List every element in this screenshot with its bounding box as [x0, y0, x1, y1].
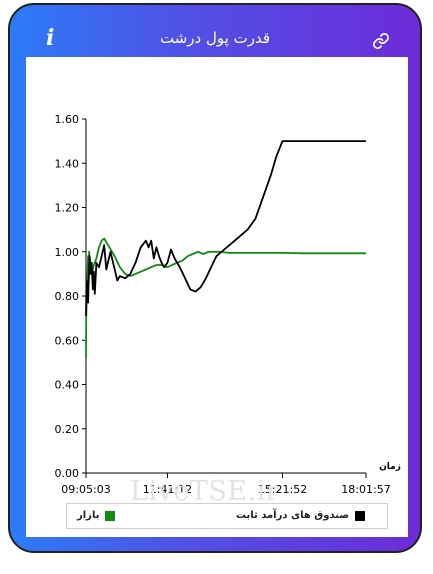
chart-panel: 0.00 0.20 0.40 0.60 0.80 1.00 1.20 1.40 1.60 09:0… [26, 57, 408, 537]
y-tick-label: 0.40 [55, 379, 80, 392]
x-tick-label: 18:01:57 [341, 483, 390, 496]
y-tick-label: 0.60 [55, 334, 80, 347]
link-icon[interactable] [372, 32, 390, 50]
legend-label-fund: صندوق های درآمد ثابت [235, 510, 349, 521]
y-tick-label: 1.00 [55, 246, 80, 259]
legend-swatch-market [105, 510, 116, 521]
chart-legend: صندوق های درآمد ثابت بازار [66, 503, 388, 529]
x-axis-label: زمان [379, 462, 401, 472]
x-tick-label: 11:41:12 [143, 483, 192, 496]
series-line-market [85, 237, 366, 358]
chart: 0.00 0.20 0.40 0.60 0.80 1.00 1.20 1.40 1.60 09:0… [55, 113, 401, 496]
legend-item-market[interactable]: بازار [77, 510, 116, 521]
y-tick-label: 1.40 [55, 157, 80, 170]
legend-swatch-fund [355, 510, 365, 521]
widget-frame: i قدرت پول درشت 0.00 0.20 0.40 0.60 0.80 1.00… [8, 3, 422, 553]
legend-label-market: بازار [77, 510, 100, 521]
series-line-fund [85, 140, 366, 316]
legend-item-fund[interactable]: صندوق های درآمد ثابت [236, 510, 365, 521]
widget-title: قدرت پول درشت [160, 29, 270, 47]
y-tick-label: 0.20 [55, 423, 80, 436]
info-icon[interactable]: i [46, 25, 55, 51]
widget-header: i قدرت پول درشت [10, 5, 420, 57]
y-tick-label: 1.20 [55, 202, 80, 215]
x-tick-label: 09:05:03 [61, 483, 110, 496]
watermark: LiveTSE.ir [130, 476, 280, 507]
x-tick-label: 15:21:52 [258, 483, 307, 496]
y-tick-label: 0.00 [55, 467, 80, 480]
y-tick-label: 1.60 [55, 113, 80, 126]
y-tick-label: 0.80 [55, 290, 80, 303]
